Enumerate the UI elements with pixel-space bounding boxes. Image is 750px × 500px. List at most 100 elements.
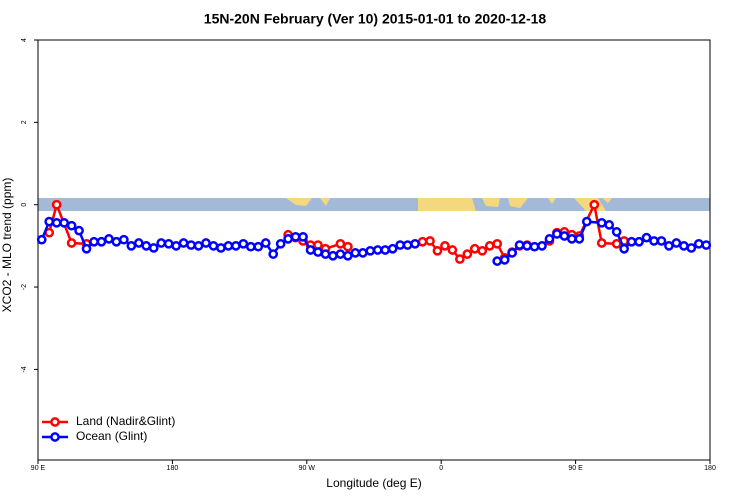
point xyxy=(611,227,622,237)
chart-title: 15N-20N February (Ver 10) 2015-01-01 to … xyxy=(204,11,547,27)
point xyxy=(343,241,353,252)
point xyxy=(350,248,361,258)
point xyxy=(649,236,659,246)
point xyxy=(402,240,413,250)
point xyxy=(133,238,144,248)
y-tick-label: -4 xyxy=(21,366,28,372)
point xyxy=(253,241,264,252)
point xyxy=(626,236,637,247)
point xyxy=(634,236,644,247)
point xyxy=(477,245,488,256)
point xyxy=(245,241,256,252)
point xyxy=(343,250,353,261)
x-tick-label: 90 W xyxy=(299,465,316,472)
x-tick-label: 90 E xyxy=(568,465,583,472)
point xyxy=(305,245,316,255)
point xyxy=(469,243,480,254)
ocean-strip xyxy=(38,198,710,211)
point xyxy=(119,234,129,245)
point xyxy=(492,256,503,266)
point xyxy=(522,241,532,251)
legend-marker xyxy=(50,417,60,427)
point xyxy=(51,217,62,228)
y-tick-label: -2 xyxy=(21,284,28,290)
point xyxy=(260,238,271,248)
point xyxy=(656,236,667,246)
legend-marker xyxy=(50,432,60,442)
plot-frame xyxy=(37,39,711,461)
point xyxy=(81,243,92,254)
point xyxy=(156,238,167,248)
point xyxy=(447,245,458,255)
point xyxy=(589,199,600,210)
point xyxy=(537,241,547,251)
point xyxy=(328,250,338,261)
land-patches xyxy=(286,198,612,211)
point xyxy=(111,236,122,247)
point xyxy=(201,238,211,248)
y-axis-label: XCO2 - MLO trend (ppm) xyxy=(0,178,14,313)
point xyxy=(425,236,435,246)
x-tick-label: 180 xyxy=(167,465,179,472)
point xyxy=(619,243,629,254)
point xyxy=(66,238,77,248)
point xyxy=(410,238,420,249)
point xyxy=(74,225,84,236)
point xyxy=(529,241,540,252)
legend-label: Ocean (Glint) xyxy=(76,429,147,443)
point xyxy=(313,247,323,257)
point xyxy=(440,241,450,251)
point xyxy=(66,220,77,231)
y-tick-label: 0 xyxy=(21,203,28,207)
point xyxy=(544,234,555,244)
point xyxy=(611,238,622,249)
point xyxy=(357,248,368,258)
point xyxy=(596,238,607,248)
point xyxy=(96,236,107,247)
point xyxy=(499,255,510,265)
point xyxy=(36,234,47,245)
point xyxy=(581,216,592,227)
point xyxy=(186,240,196,250)
point xyxy=(552,229,562,239)
point xyxy=(268,249,279,259)
point xyxy=(298,231,308,242)
point xyxy=(507,248,517,258)
point xyxy=(126,241,137,251)
x-axis-label: Longitude (deg E) xyxy=(326,476,421,490)
point xyxy=(171,241,181,251)
point xyxy=(89,236,99,247)
point xyxy=(380,245,391,255)
point xyxy=(679,241,689,251)
x-tick-label: 180 xyxy=(704,465,716,472)
point xyxy=(365,245,376,256)
point xyxy=(216,243,226,253)
point xyxy=(567,234,577,244)
point xyxy=(492,238,503,249)
point xyxy=(283,234,293,244)
point xyxy=(208,241,219,251)
point xyxy=(395,240,405,250)
point xyxy=(596,217,607,228)
series-line xyxy=(47,200,625,261)
point xyxy=(372,245,383,255)
x-tick-label: 0 xyxy=(439,465,443,472)
point xyxy=(432,245,443,256)
point xyxy=(59,217,69,228)
point xyxy=(238,238,249,249)
point xyxy=(574,234,585,244)
point xyxy=(641,232,652,243)
map-strip xyxy=(38,198,710,211)
point xyxy=(335,238,346,249)
point xyxy=(455,254,465,264)
y-tick-label: 4 xyxy=(21,38,28,42)
point xyxy=(178,238,189,248)
point xyxy=(275,238,286,249)
point xyxy=(462,249,473,259)
point xyxy=(148,243,159,253)
point xyxy=(104,234,114,244)
point xyxy=(417,236,428,247)
point xyxy=(193,241,204,251)
